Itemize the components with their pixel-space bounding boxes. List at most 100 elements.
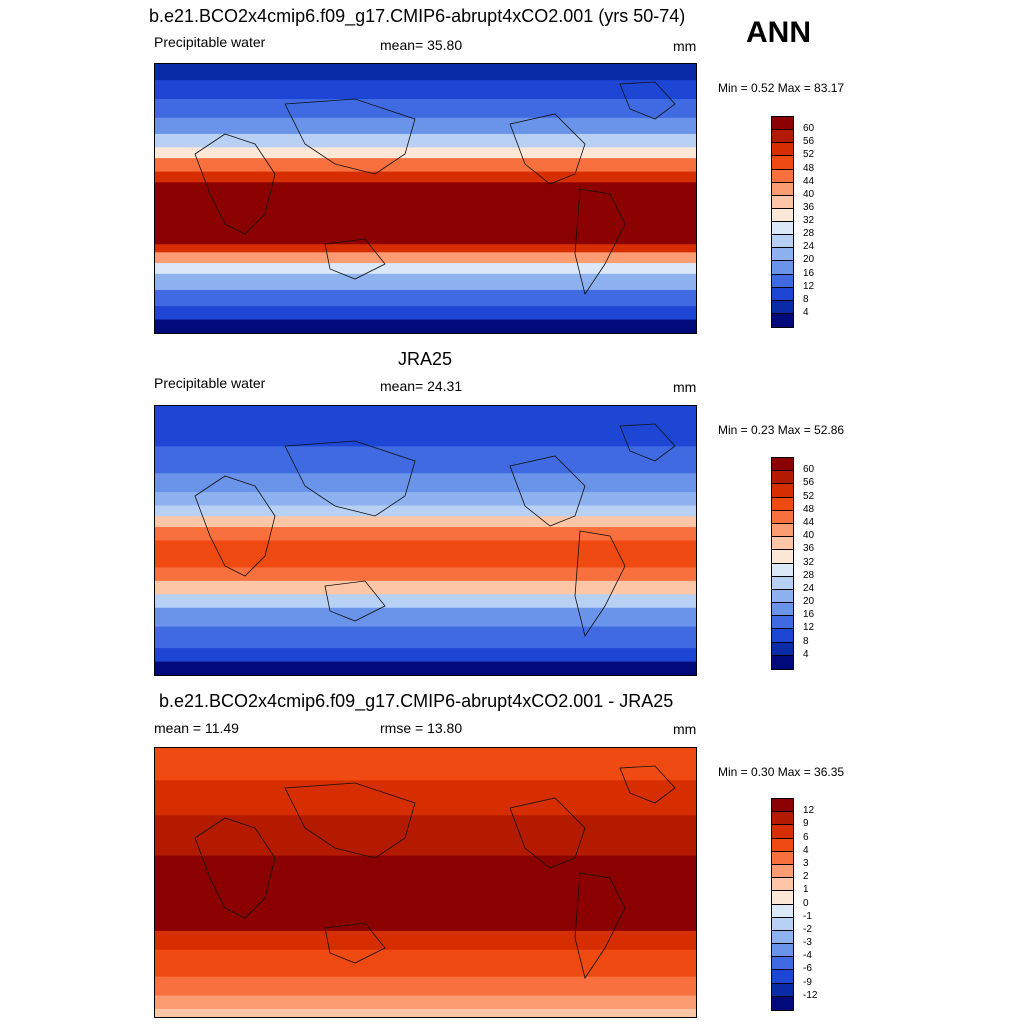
panel3-minmax: Min = 0.30 Max = 36.35 — [718, 765, 845, 779]
colorbar-tick-label: 44 — [803, 175, 815, 187]
map-contour-band — [155, 909, 696, 932]
colorbar-swatch — [772, 878, 793, 892]
panel3-title: b.e21.BCO2x4cmip6.f09_g17.CMIP6-abrupt4x… — [159, 691, 674, 711]
colorbar-tick-label: 16 — [803, 267, 815, 279]
map-contour-band — [155, 540, 696, 568]
colorbar-swatch — [772, 182, 793, 196]
colorbar-tick-label: 4 — [803, 306, 809, 318]
colorbar-swatch — [772, 825, 793, 839]
panel1-colorbar — [771, 116, 794, 328]
panel3-map — [154, 747, 697, 1018]
colorbar-tick-label: 0 — [803, 897, 809, 909]
colorbar-tick-label: 28 — [803, 228, 815, 240]
panel1-map — [154, 63, 697, 334]
map-contour-band — [155, 158, 696, 173]
colorbar-swatch — [772, 550, 793, 564]
coastline — [509, 455, 586, 527]
colorbar-swatch — [772, 484, 793, 498]
colorbar-tick-label: 60 — [803, 123, 815, 135]
panel2-units-label: mm — [673, 379, 697, 395]
colorbar-tick-label: -12 — [803, 989, 818, 1001]
map-contour-band — [155, 182, 696, 232]
colorbar-swatch — [772, 944, 793, 958]
map-contour-band — [155, 930, 696, 951]
colorbar-tick-label: 32 — [803, 556, 815, 568]
colorbar-swatch — [772, 156, 793, 170]
map-contour-band — [155, 527, 696, 541]
colorbar-swatch — [772, 996, 793, 1010]
coastline — [619, 765, 676, 804]
colorbar-swatch — [772, 235, 793, 249]
colorbar-tick-label: -6 — [803, 963, 812, 975]
colorbar-tick-label: -9 — [803, 976, 812, 988]
colorbar-swatch — [772, 537, 793, 551]
colorbar-tick-label: 24 — [803, 241, 815, 253]
panel1-units-label: mm — [673, 38, 697, 54]
colorbar-tick-label: 32 — [803, 215, 815, 226]
panel2-minmax: Min = 0.23 Max = 52.86 — [718, 423, 845, 437]
colorbar-swatch — [772, 616, 793, 630]
map-contour-band — [155, 594, 696, 609]
colorbar-tick-label: 4 — [803, 648, 809, 660]
map-contour-band — [155, 147, 696, 159]
coastline — [284, 98, 416, 175]
colorbar-swatch — [772, 195, 793, 209]
colorbar-swatch — [772, 642, 793, 656]
colorbar-tick-label: 36 — [803, 201, 815, 213]
map-contour-band — [155, 648, 696, 663]
colorbar-tick-label: 8 — [803, 293, 809, 305]
map-contour-band — [155, 505, 696, 517]
map-field — [155, 748, 696, 1017]
map-contour-band — [155, 133, 696, 148]
season-label: ANN — [746, 16, 811, 49]
panel2-colorbar — [771, 457, 794, 670]
colorbar-tick-label: -1 — [803, 910, 812, 922]
colorbar-swatch — [772, 655, 793, 669]
colorbar-swatch — [772, 169, 793, 183]
panel2-mean-label: mean= 24.31 — [380, 378, 463, 394]
colorbar-tick-label: 56 — [803, 477, 815, 489]
map-contour-band — [155, 748, 696, 781]
colorbar-swatch — [772, 130, 793, 144]
colorbar-tick-label: 8 — [803, 635, 809, 647]
colorbar-swatch — [772, 143, 793, 157]
panel3-mean-label: mean = 11.49 — [154, 720, 239, 736]
colorbar-tick-label: 12 — [803, 805, 815, 817]
colorbar-tick-label: 12 — [803, 280, 815, 292]
map-contour-band — [155, 406, 696, 447]
colorbar-tick-label: 24 — [803, 582, 815, 594]
panel2-variable-label: Precipitable water — [154, 375, 266, 391]
coastline — [324, 922, 386, 964]
colorbar-swatch — [772, 300, 793, 314]
colorbar-swatch — [772, 589, 793, 604]
colorbar-tick-label: 44 — [803, 516, 815, 528]
panel1-mean-label: mean= 35.80 — [380, 37, 463, 53]
colorbar-tick-label: -4 — [803, 950, 812, 962]
colorbar-swatch — [772, 222, 793, 236]
panel1-title: b.e21.BCO2x4cmip6.f09_g17.CMIP6-abrupt4x… — [149, 6, 686, 26]
panel1-variable-label: Precipitable water — [154, 34, 266, 50]
colorbar-tick-label: 56 — [803, 136, 815, 148]
colorbar-swatch — [772, 799, 793, 813]
colorbar-swatch — [772, 904, 793, 918]
colorbar-tick-label: 40 — [803, 188, 815, 200]
colorbar-swatch — [772, 248, 793, 262]
panel3-colorbar — [771, 798, 794, 1011]
coastline — [509, 797, 586, 869]
colorbar-tick-label: 48 — [803, 503, 815, 515]
colorbar-tick-label: 60 — [803, 464, 815, 476]
map-contour-band — [155, 661, 696, 675]
colorbar-swatch — [772, 510, 793, 524]
map-contour-band — [155, 171, 696, 183]
colorbar-tick-label: 20 — [803, 254, 815, 266]
coastline — [574, 872, 626, 979]
colorbar-swatch — [772, 970, 793, 984]
colorbar-tick-label: -2 — [803, 923, 812, 935]
colorbar-tick-label: 52 — [803, 149, 815, 161]
colorbar-swatch — [772, 261, 793, 275]
colorbar-swatch — [772, 208, 793, 222]
panel3-units-label: mm — [673, 721, 697, 737]
coastline — [194, 475, 276, 577]
map-contour-band — [155, 949, 696, 978]
map-contour-band — [155, 319, 696, 333]
